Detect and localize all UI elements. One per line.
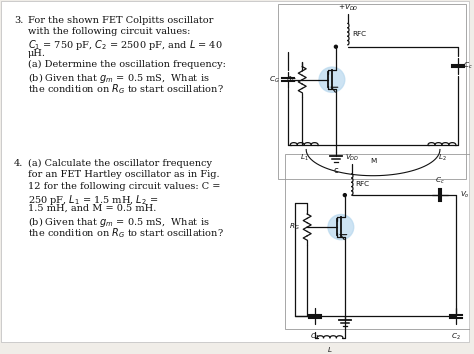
Text: c: c (334, 166, 338, 175)
Text: with the following circuit values:: with the following circuit values: (28, 27, 190, 36)
Text: $C_1$: $C_1$ (310, 332, 320, 342)
Circle shape (328, 215, 354, 240)
Text: $+V_{DD}$: $+V_{DD}$ (337, 2, 358, 13)
Text: the condition on $R_G$ to start oscillation?: the condition on $R_G$ to start oscillat… (28, 82, 224, 96)
Text: the condition on $R_G$ to start oscillation?: the condition on $R_G$ to start oscillat… (28, 226, 224, 240)
Text: $C_G$: $C_G$ (269, 75, 280, 85)
Text: $C_c$: $C_c$ (435, 176, 445, 186)
Text: 1.5 mH, and M = 0.5 mH.: 1.5 mH, and M = 0.5 mH. (28, 204, 156, 213)
Text: μH.: μH. (28, 49, 46, 58)
Text: 12 for the following circuit values: C =: 12 for the following circuit values: C = (28, 182, 220, 190)
Text: $R_G$: $R_G$ (286, 75, 296, 85)
Text: For the shown FET Colpitts oscillator: For the shown FET Colpitts oscillator (28, 16, 213, 25)
Text: 3.: 3. (14, 16, 23, 25)
Text: $V_{DD}$: $V_{DD}$ (345, 153, 359, 163)
Text: $C_c$: $C_c$ (463, 61, 473, 71)
Text: $C_2$: $C_2$ (451, 332, 461, 342)
Text: (a) Calculate the oscillator frequency: (a) Calculate the oscillator frequency (28, 159, 212, 169)
Text: $R_G$: $R_G$ (289, 222, 299, 232)
Text: RFC: RFC (352, 31, 366, 37)
Text: RFC: RFC (356, 182, 370, 187)
Text: (a) Determine the oscillation frequency:: (a) Determine the oscillation frequency: (28, 60, 226, 69)
Text: 250 pF, $L_1$ = 1.5 mH, $L_2$ =: 250 pF, $L_1$ = 1.5 mH, $L_2$ = (28, 193, 158, 207)
Text: $L_2$: $L_2$ (438, 153, 446, 162)
Text: for an FET Hartley oscillator as in Fig.: for an FET Hartley oscillator as in Fig. (28, 170, 219, 179)
Text: $L_1$: $L_1$ (300, 153, 309, 162)
Circle shape (335, 45, 337, 48)
Text: M: M (370, 158, 376, 164)
Text: $V_o$: $V_o$ (460, 190, 470, 200)
Text: $L$: $L$ (327, 346, 333, 354)
FancyBboxPatch shape (1, 1, 469, 342)
Text: (b) Given that $g_m$ = 0.5 mS,  What is: (b) Given that $g_m$ = 0.5 mS, What is (28, 72, 210, 85)
Circle shape (319, 67, 345, 92)
Text: $C_1$ = 750 pF, $C_2$ = 2500 pF, and $L$ = 40: $C_1$ = 750 pF, $C_2$ = 2500 pF, and $L$… (28, 38, 222, 52)
Text: 4.: 4. (14, 159, 23, 168)
Circle shape (343, 194, 346, 196)
Text: (b) Given that $g_m$ = 0.5 mS,  What is: (b) Given that $g_m$ = 0.5 mS, What is (28, 215, 210, 229)
